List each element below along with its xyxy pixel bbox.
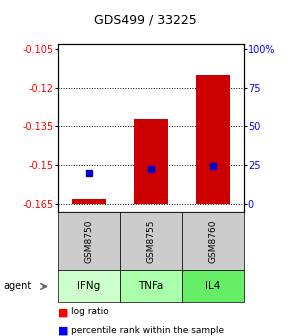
Text: TNFa: TNFa <box>138 282 164 291</box>
Text: agent: agent <box>3 282 31 291</box>
Text: ■: ■ <box>58 326 68 336</box>
Text: ■: ■ <box>58 307 68 318</box>
Bar <box>196 75 230 204</box>
Bar <box>134 119 168 204</box>
Text: log ratio: log ratio <box>71 307 109 317</box>
Text: IL4: IL4 <box>205 282 220 291</box>
Text: GSM8755: GSM8755 <box>146 219 155 263</box>
Text: GSM8760: GSM8760 <box>208 219 217 263</box>
Bar <box>72 199 106 204</box>
Text: IFNg: IFNg <box>77 282 101 291</box>
Text: percentile rank within the sample: percentile rank within the sample <box>71 326 224 335</box>
Text: GSM8750: GSM8750 <box>84 219 93 263</box>
Text: GDS499 / 33225: GDS499 / 33225 <box>94 13 196 27</box>
